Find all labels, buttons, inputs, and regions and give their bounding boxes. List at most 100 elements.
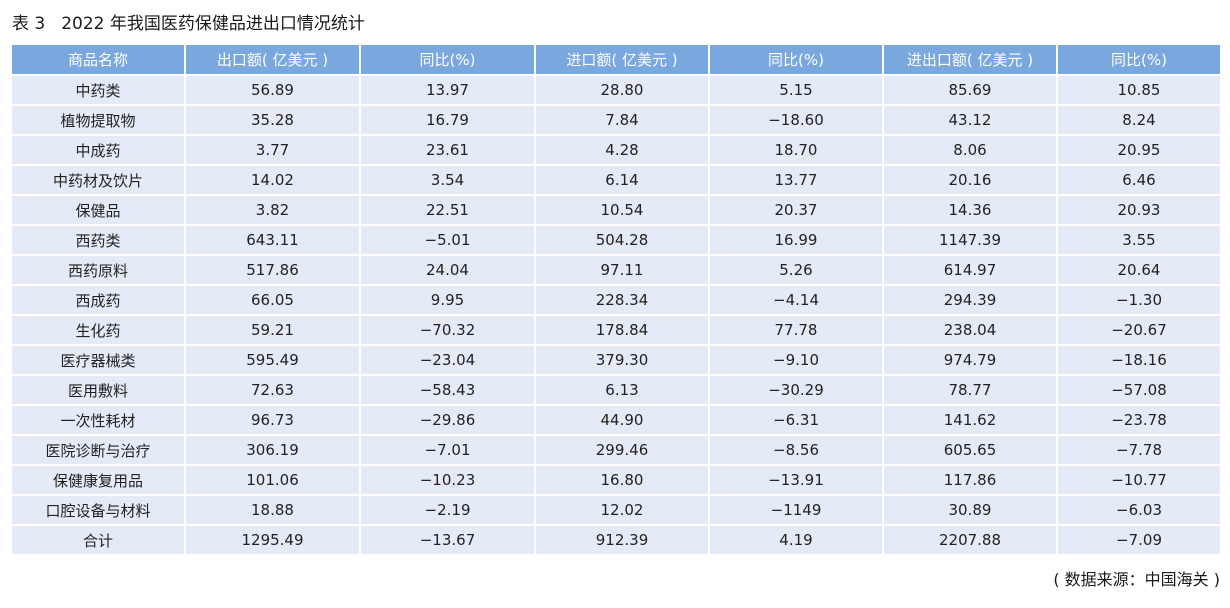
import-value-cell: 379.30: [536, 344, 710, 374]
export-value-cell: 14.02: [186, 164, 361, 194]
import-yoy-cell: −30.29: [710, 374, 884, 404]
table-row: 生化药 59.21 −70.32 178.84 77.78 238.04 −20.67: [12, 314, 1220, 344]
product-name-cell: 西成药: [12, 284, 186, 314]
total-value-cell: 85.69: [884, 74, 1058, 104]
export-yoy-cell: −2.19: [361, 494, 536, 524]
total-value-cell: 14.36: [884, 194, 1058, 224]
table-header-row: 商品名称 出口额( 亿美元 ) 同比(%) 进口额( 亿美元 ) 同比(%) 进…: [12, 45, 1220, 74]
export-value-cell: 72.63: [186, 374, 361, 404]
data-source-note: ( 数据来源：中国海关 ): [1053, 570, 1220, 589]
table-row: 中成药 3.77 23.61 4.28 18.70 8.06 20.95: [12, 134, 1220, 164]
table-row: 中药类 56.89 13.97 28.80 5.15 85.69 10.85: [12, 74, 1220, 104]
import-yoy-cell: −4.14: [710, 284, 884, 314]
import-yoy-cell: 4.19: [710, 524, 884, 554]
table-row: 西药类 643.11 −5.01 504.28 16.99 1147.39 3.55: [12, 224, 1220, 254]
product-name-cell: 医疗器械类: [12, 344, 186, 374]
total-value-cell: 117.86: [884, 464, 1058, 494]
header-export-value: 出口额( 亿美元 ): [186, 45, 361, 74]
import-value-cell: 44.90: [536, 404, 710, 434]
total-value-cell: 238.04: [884, 314, 1058, 344]
export-yoy-cell: 23.61: [361, 134, 536, 164]
header-export-yoy: 同比(%): [361, 45, 536, 74]
export-value-cell: 35.28: [186, 104, 361, 134]
product-name-cell: 中成药: [12, 134, 186, 164]
header-import-yoy: 同比(%): [710, 45, 884, 74]
import-value-cell: 6.14: [536, 164, 710, 194]
product-name-cell: 口腔设备与材料: [12, 494, 186, 524]
total-yoy-cell: −10.77: [1058, 464, 1220, 494]
export-value-cell: 96.73: [186, 404, 361, 434]
total-yoy-cell: −20.67: [1058, 314, 1220, 344]
total-yoy-cell: 8.24: [1058, 104, 1220, 134]
product-name-cell: 中药材及饮片: [12, 164, 186, 194]
table-row: 医院诊断与治疗 306.19 −7.01 299.46 −8.56 605.65 −7.78: [12, 434, 1220, 464]
export-value-cell: 56.89: [186, 74, 361, 104]
product-name-cell: 植物提取物: [12, 104, 186, 134]
export-value-cell: 1295.49: [186, 524, 361, 554]
product-name-cell: 合计: [12, 524, 186, 554]
total-yoy-cell: −23.78: [1058, 404, 1220, 434]
export-value-cell: 101.06: [186, 464, 361, 494]
total-yoy-cell: 20.93: [1058, 194, 1220, 224]
export-yoy-cell: −23.04: [361, 344, 536, 374]
import-yoy-cell: −6.31: [710, 404, 884, 434]
import-yoy-cell: 77.78: [710, 314, 884, 344]
import-value-cell: 228.34: [536, 284, 710, 314]
import-value-cell: 16.80: [536, 464, 710, 494]
header-import-value: 进口额( 亿美元 ): [536, 45, 710, 74]
export-yoy-cell: 16.79: [361, 104, 536, 134]
import-yoy-cell: 18.70: [710, 134, 884, 164]
import-value-cell: 7.84: [536, 104, 710, 134]
export-yoy-cell: 24.04: [361, 254, 536, 284]
table-number: 表 3: [12, 14, 46, 34]
export-value-cell: 66.05: [186, 284, 361, 314]
import-value-cell: 504.28: [536, 224, 710, 254]
table-row: 保健品 3.82 22.51 10.54 20.37 14.36 20.93: [12, 194, 1220, 224]
import-value-cell: 4.28: [536, 134, 710, 164]
product-name-cell: 医用敷料: [12, 374, 186, 404]
export-yoy-cell: −5.01: [361, 224, 536, 254]
total-yoy-cell: −7.78: [1058, 434, 1220, 464]
total-value-cell: 141.62: [884, 404, 1058, 434]
product-name-cell: 保健康复用品: [12, 464, 186, 494]
import-yoy-cell: −18.60: [710, 104, 884, 134]
import-yoy-cell: 5.15: [710, 74, 884, 104]
import-value-cell: 912.39: [536, 524, 710, 554]
header-total-value: 进出口额( 亿美元 ): [884, 45, 1058, 74]
product-name-cell: 医院诊断与治疗: [12, 434, 186, 464]
import-value-cell: 6.13: [536, 374, 710, 404]
table-caption: 表 3 2022 年我国医药保健品进出口情况统计: [12, 12, 365, 36]
export-value-cell: 3.77: [186, 134, 361, 164]
header-total-yoy: 同比(%): [1058, 45, 1220, 74]
import-yoy-cell: 13.77: [710, 164, 884, 194]
total-yoy-cell: 20.64: [1058, 254, 1220, 284]
export-yoy-cell: 9.95: [361, 284, 536, 314]
export-yoy-cell: −13.67: [361, 524, 536, 554]
product-name-cell: 保健品: [12, 194, 186, 224]
export-yoy-cell: 13.97: [361, 74, 536, 104]
table-row: 保健康复用品 101.06 −10.23 16.80 −13.91 117.86 −10.7…: [12, 464, 1220, 494]
export-yoy-cell: −58.43: [361, 374, 536, 404]
header-product-name: 商品名称: [12, 45, 186, 74]
export-yoy-cell: −10.23: [361, 464, 536, 494]
table-row: 西药原料 517.86 24.04 97.11 5.26 614.97 20.64: [12, 254, 1220, 284]
import-yoy-cell: −9.10: [710, 344, 884, 374]
export-yoy-cell: −7.01: [361, 434, 536, 464]
total-yoy-cell: 3.55: [1058, 224, 1220, 254]
total-yoy-cell: −7.09: [1058, 524, 1220, 554]
import-yoy-cell: 5.26: [710, 254, 884, 284]
total-value-cell: 974.79: [884, 344, 1058, 374]
total-value-cell: 605.65: [884, 434, 1058, 464]
import-value-cell: 97.11: [536, 254, 710, 284]
import-value-cell: 10.54: [536, 194, 710, 224]
export-value-cell: 3.82: [186, 194, 361, 224]
export-value-cell: 595.49: [186, 344, 361, 374]
import-value-cell: 299.46: [536, 434, 710, 464]
total-value-cell: 30.89: [884, 494, 1058, 524]
total-value-cell: 43.12: [884, 104, 1058, 134]
import-yoy-cell: 16.99: [710, 224, 884, 254]
import-yoy-cell: −8.56: [710, 434, 884, 464]
export-value-cell: 306.19: [186, 434, 361, 464]
statistics-table: 商品名称 出口额( 亿美元 ) 同比(%) 进口额( 亿美元 ) 同比(%) 进…: [12, 45, 1220, 554]
table-row: 中药材及饮片 14.02 3.54 6.14 13.77 20.16 6.46: [12, 164, 1220, 194]
